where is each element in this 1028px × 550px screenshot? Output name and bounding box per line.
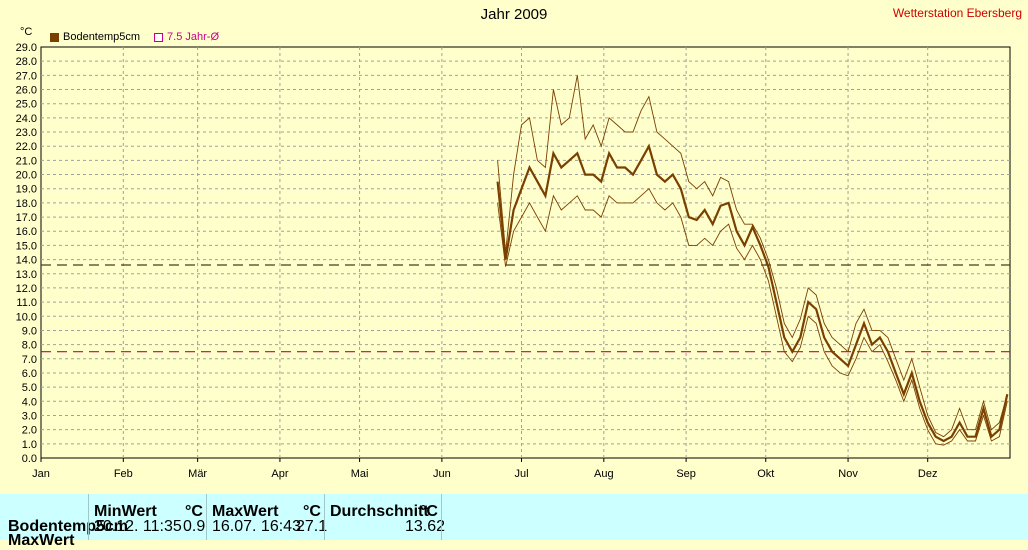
chart-title: Jahr 2009	[480, 6, 548, 23]
max-unit: °C	[303, 503, 321, 520]
x-tick-label: Jul	[514, 468, 528, 480]
y-tick-label: 19.0	[16, 184, 37, 196]
y-axis-unit: °C	[20, 26, 33, 38]
chart-legend: Bodentemp5cm 7.5 Jahr-Ø	[50, 31, 219, 43]
y-tick-label: 13.0	[16, 269, 37, 281]
series-line-mean	[496, 143, 1009, 443]
y-tick-label: 28.0	[16, 56, 37, 68]
avg-header: Durchschnitt	[330, 503, 429, 520]
y-tick-label: 8.0	[22, 340, 37, 352]
table-divider	[441, 494, 442, 540]
avg-value: 13.62	[405, 518, 446, 535]
x-tick-label: Dez	[918, 468, 938, 480]
y-tick-label: 9.0	[22, 325, 37, 337]
y-tick-label: 5.0	[22, 382, 37, 394]
x-tick-label: Mär	[188, 468, 207, 480]
x-tick-label: Okt	[757, 468, 774, 480]
table-divider	[88, 494, 89, 540]
y-tick-label: 7.0	[22, 354, 37, 366]
legend-label-avg: 7.5 Jahr-Ø	[167, 31, 220, 43]
min-value: 0.9	[183, 518, 206, 535]
legend-label-soil-temp: Bodentemp5cm	[63, 31, 141, 43]
y-tick-label: 6.0	[22, 368, 37, 380]
stats-row-label: Bodentemp5cm	[8, 518, 129, 535]
min-header: MinWert	[94, 503, 157, 520]
y-tick-label: 26.0	[16, 85, 37, 97]
x-tick-label: Aug	[594, 468, 614, 480]
y-tick-label: 14.0	[16, 255, 37, 267]
x-tick-label: Mai	[351, 468, 369, 480]
y-tick-label: 1.0	[22, 439, 37, 451]
x-tick-label: Sep	[676, 468, 696, 480]
y-tick-label: 23.0	[16, 127, 37, 139]
y-tick-label: 3.0	[22, 410, 37, 422]
legend-swatch-soil-temp	[50, 32, 59, 42]
stats-row2-label: MaxWert	[8, 532, 75, 549]
legend-swatch-avg	[154, 32, 164, 42]
series-line-min	[497, 187, 1008, 446]
stats-table: Bodentemp5cm MaxWert MinWert °C 20.12. 1…	[0, 494, 1028, 549]
max-header: MaxWert	[212, 503, 279, 520]
table-divider	[324, 494, 325, 540]
avg-unit: °C	[420, 503, 438, 520]
x-tick-label: Jun	[433, 468, 451, 480]
y-tick-label: 27.0	[16, 70, 37, 82]
y-tick-label: 16.0	[16, 226, 37, 238]
y-tick-label: 4.0	[22, 396, 37, 408]
y-tick-label: 2.0	[22, 425, 37, 437]
x-tick-label: Jan	[32, 468, 50, 480]
y-tick-label: 20.0	[16, 170, 37, 182]
series-line-max	[497, 75, 1008, 438]
plot-area	[40, 46, 1011, 459]
y-tick-label: 18.0	[16, 198, 37, 210]
min-time: 20.12. 11:35	[94, 518, 182, 535]
y-tick-label: 15.0	[16, 240, 37, 252]
temperature-chart: 0.0 1.0 2.0 3.0 4.0 5.0 6.0 7.0 8.0 9.0 10.0 11.0 12…	[16, 42, 1011, 480]
y-tick-label: 17.0	[16, 212, 37, 224]
x-tick-label: Nov	[838, 468, 858, 480]
y-tick-label: 24.0	[16, 113, 37, 125]
y-tick-label: 10.0	[16, 311, 37, 323]
y-tick-label: 0.0	[22, 453, 37, 465]
y-tick-label: 12.0	[16, 283, 37, 295]
y-tick-label: 11.0	[16, 297, 37, 309]
x-tick-label: Feb	[114, 468, 133, 480]
y-tick-label: 25.0	[16, 99, 37, 111]
max-time: 16.07. 16:43	[212, 518, 301, 535]
y-tick-label: 21.0	[16, 155, 37, 167]
y-tick-label: 29.0	[16, 42, 37, 54]
table-divider	[206, 494, 207, 540]
max-value: 27.1	[296, 518, 328, 535]
y-tick-label: 22.0	[16, 141, 37, 153]
min-unit: °C	[185, 503, 203, 520]
station-name: Wetterstation Ebersberg	[892, 6, 1022, 20]
x-tick-label: Apr	[271, 468, 288, 480]
